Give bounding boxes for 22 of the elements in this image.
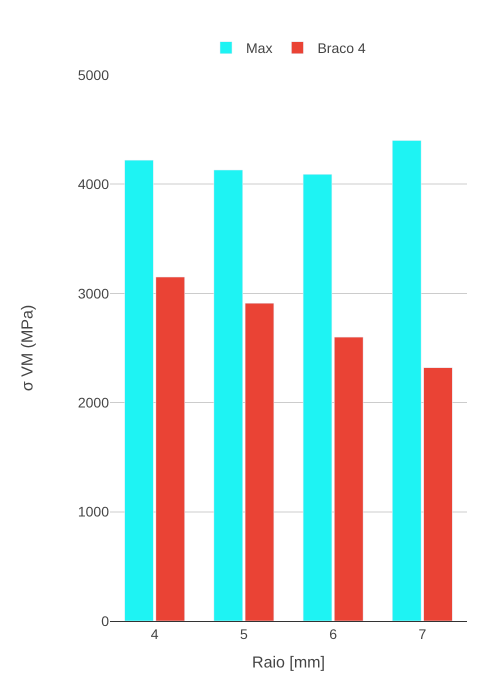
- bar: [302, 174, 332, 621]
- x-tick-label: 7: [418, 626, 426, 642]
- bar: [334, 336, 364, 621]
- legend-label: Max: [246, 40, 272, 56]
- y-tick-label: 3000: [78, 285, 110, 302]
- bar: [423, 367, 453, 621]
- legend-label: Braco 4: [317, 40, 366, 56]
- x-axis-title: Raio [mm]: [252, 654, 325, 672]
- y-axis-title: σ VM (MPa): [20, 304, 37, 392]
- y-tick-label: 1000: [78, 504, 110, 520]
- bar: [392, 140, 422, 621]
- x-tick-label: 5: [240, 626, 248, 642]
- bar: [156, 276, 185, 621]
- x-tick-label: 4: [150, 626, 159, 642]
- y-tick-label: 2000: [78, 394, 110, 410]
- y-tick-label: 4000: [78, 176, 110, 192]
- y-tick-label: 0: [101, 612, 110, 629]
- bar: [214, 170, 243, 621]
- bar: [124, 160, 154, 621]
- bar: [244, 302, 274, 621]
- x-tick-label: 6: [329, 626, 338, 642]
- y-tick-label: 5000: [78, 66, 110, 83]
